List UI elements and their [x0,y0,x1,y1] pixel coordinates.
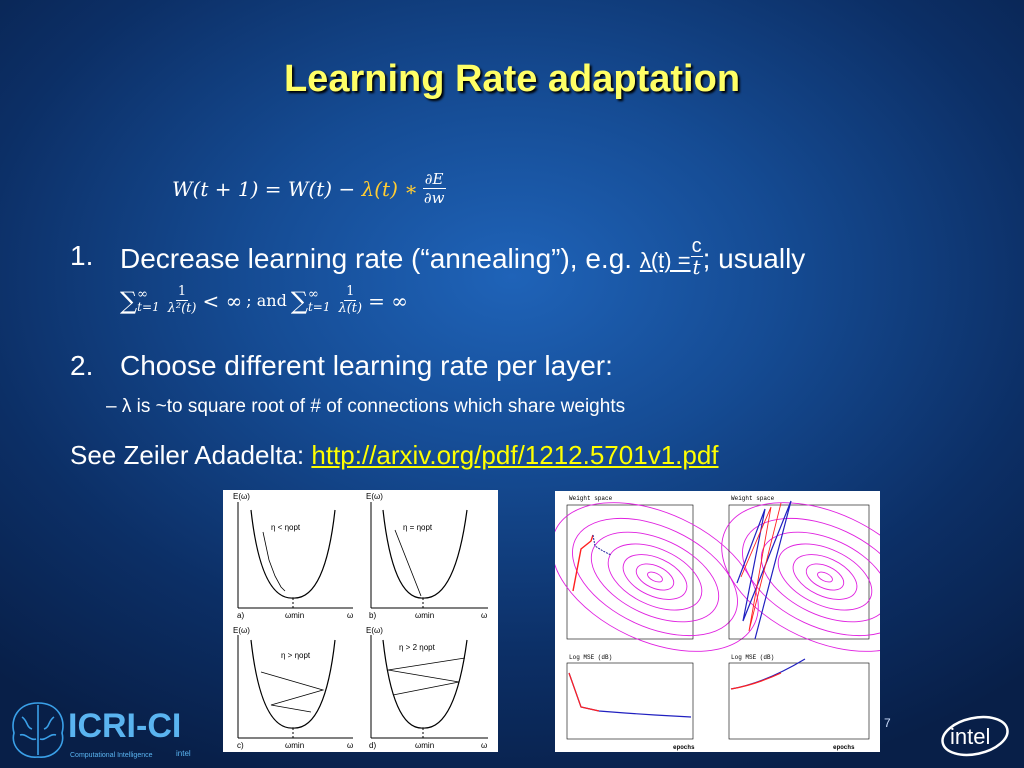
mse-left-title: Log MSE (dB) [569,654,612,661]
panel-a: E(ω) η < ηopt a) ωmin ω [233,492,353,620]
panel-d-xmark: ωmin [415,741,434,750]
panel-d-eq: η > 2 ηopt [399,643,436,652]
panel-a-xmark: ωmin [285,611,304,620]
weight-space-left-title: Weight space [569,495,613,502]
panel-c: E(ω) η > ηopt c) ωmin ω [233,626,353,750]
mse-right: Log MSE (dB) epochs [728,654,870,751]
panel-a-xlabel: ω [347,611,353,620]
sum-conditions: ∑ ∞ t=1 1 λ²(t) < ∞ ; and ∑ ∞ t=1 1 λ(t)… [120,284,408,317]
panel-a-eq: η < ηopt [271,523,301,532]
sum1-sigma: ∑ [120,286,138,315]
formula-w-t: W(t) [287,176,333,201]
sub-bullet: – λ is ~to square root of # of connectio… [106,396,626,417]
icri-ci-logo: ICRI-CI Computational Intelligence intel [8,697,208,768]
list-number-2: 2. [70,350,94,381]
update-formula: W(t + 1) = W(t) − λ(t) ∗ ∂E ∂w [172,170,450,207]
list-number-1: 1. [70,240,94,271]
panel-d: E(ω) η > 2 ηopt d) ωmin ω [366,626,488,750]
sum2-fraction: 1 λ(t) [336,284,364,317]
weight-space-right-title: Weight space [731,495,775,502]
mse-left: Log MSE (dB) epochs [566,654,695,751]
sum2-sigma: ∑ [290,286,308,315]
intel-logo: intel [938,712,1012,763]
sum1-relation: < ∞ [202,288,243,313]
panel-d-xlabel: ω [481,741,487,750]
logo-subtitle: Computational Intelligence [70,752,153,759]
item1-lambda: λ(t) = [639,247,691,273]
list-item-2: Choose different learning rate per layer… [120,350,613,381]
panel-b-eq: η = ηopt [403,523,433,532]
see-line: See Zeiler Adadelta: http://arxiv.org/pd… [70,440,719,471]
brain-icon [12,702,64,758]
formula-lambda: λ(t) [361,176,398,201]
adadelta-link[interactable]: http://arxiv.org/pdf/1212.5701v1.pdf [311,440,719,470]
weight-space-left: Weight space [551,495,759,652]
panel-c-eq: η > ηopt [281,651,311,660]
panel-b-tag: b) [369,611,376,620]
intel-logo-text: intel [950,724,990,749]
see-text: See Zeiler Adadelta: [70,440,305,470]
derivative-num: ∂E [422,170,446,189]
mse-left-xlabel: epochs [673,744,695,751]
sum2-sup: ∞ [307,286,319,302]
sum2-limits: ∞ t=1 [307,286,331,314]
logo-name: ICRI-CI [68,707,181,745]
list-item-1: Decrease learning rate (“annealing”), e.… [120,236,806,281]
panel-b-xlabel: ω [481,611,487,620]
derivative-den: ∂w [423,189,445,207]
panel-c-tag: c) [237,741,244,750]
sum2-den: λ(t) [338,301,363,316]
page-number: 7 [884,716,891,730]
mse-right-xlabel: epochs [833,744,855,751]
weight-space-right: Weight space [721,495,929,652]
panel-b-xmark: ωmin [415,611,434,620]
item1-tail: ; usually [702,242,806,274]
formula-star: ∗ [404,176,418,201]
sum1-num: 1 [175,284,189,301]
panel-b: E(ω) η = ηopt b) ωmin ω [366,492,488,620]
panel-c-xmark: ωmin [285,741,304,750]
item1-text: Decrease learning rate (“annealing”), e.… [120,242,633,274]
formula-minus: − [338,176,356,201]
weight-space-figure: Weight space Weight space [551,491,929,752]
item1-c: c [690,235,703,257]
panel-d-tag: d) [369,741,376,750]
formula-derivative: ∂E ∂w [422,170,447,207]
panel-d-ylabel: E(ω) [366,626,383,635]
learning-rate-parabola-figure: E(ω) η < ηopt a) ωmin ω E(ω) η = ηopt b)… [223,490,498,752]
panel-a-ylabel: E(ω) [233,492,250,501]
sum1-sup: ∞ [137,286,148,302]
panel-c-ylabel: E(ω) [233,626,250,635]
mse-right-title: Log MSE (dB) [731,654,774,661]
sum2-sub: t=1 [307,299,331,314]
sum2-num: 1 [344,284,357,301]
sum2-relation: = ∞ [368,288,408,313]
panel-c-xlabel: ω [347,741,353,750]
slide-title: Learning Rate adaptation [283,58,741,100]
sum1-den: λ²(t) [167,301,197,316]
sum1-fraction: 1 λ²(t) [166,284,199,317]
sum1-sub: t=1 [137,299,160,314]
item1-t: t [692,255,701,279]
logo-intel-small: intel [176,749,191,758]
sum1-limits: ∞ t=1 [137,286,160,314]
panel-a-tag: a) [237,611,244,620]
panel-b-ylabel: E(ω) [366,492,383,501]
and-text: ; and [246,291,287,310]
formula-lhs: W(t + 1) = [172,176,282,201]
